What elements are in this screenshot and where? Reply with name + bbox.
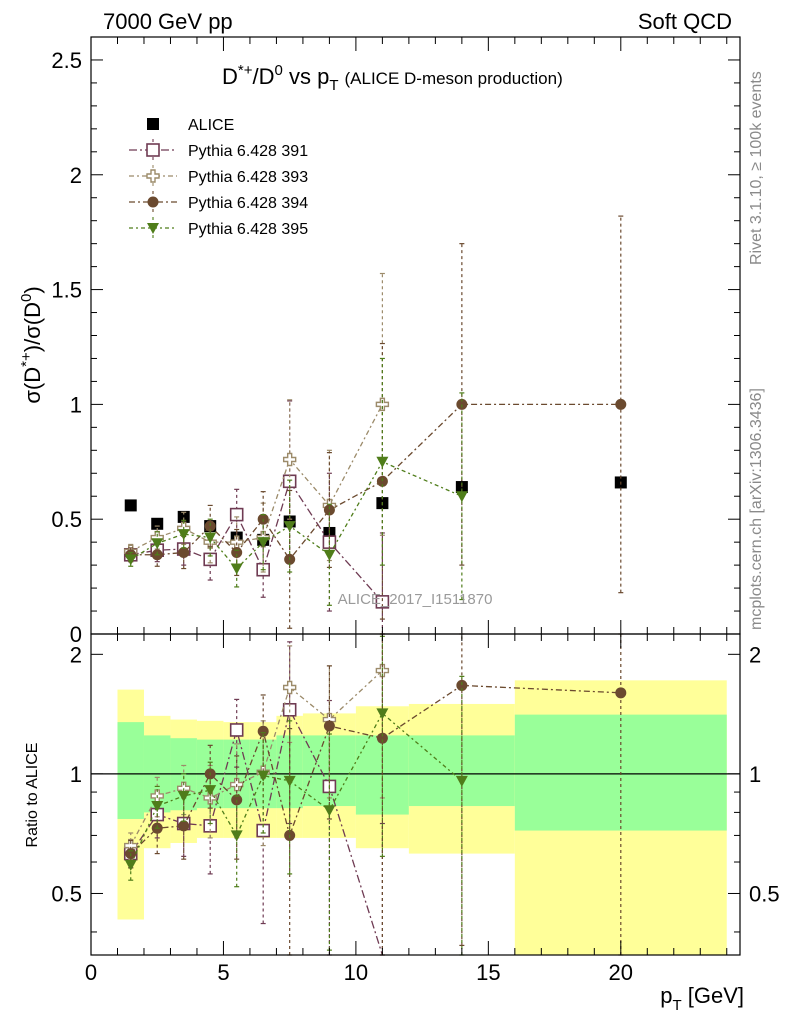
ratio-series-2-point (178, 820, 190, 832)
title-t: T (329, 77, 338, 94)
main-ytick-label: 2 (70, 163, 82, 188)
main-series-3-point (231, 546, 243, 558)
main-ytick-label: 2.5 (51, 48, 82, 73)
legend: ALICE Pythia 6.428 391 Pythia 6.428 393 Pyt… (129, 117, 308, 239)
main-series-3-point (204, 520, 216, 532)
main-series-4-line (130, 460, 463, 570)
legend-label: Pythia 6.428 395 (188, 221, 308, 238)
ratio-series-3-point (151, 801, 164, 813)
analysis-tag: ALICE_2017_I1511870 (338, 591, 493, 608)
ratio-series-2-point (376, 732, 388, 744)
ratio-series-3-point (124, 859, 137, 871)
legend-label: ALICE (188, 117, 234, 134)
ratio-series-3-point (230, 830, 243, 842)
main-series-4-point (455, 491, 468, 503)
main-ytick-label: 0.5 (51, 507, 82, 532)
ratio-series-0-line (130, 707, 384, 956)
main-series-4-point (323, 549, 336, 561)
header-left: 7000 GeV pp (103, 9, 233, 34)
main-series-4-point (257, 537, 270, 549)
main-series-4-point (230, 563, 243, 575)
title-star: *+ (238, 62, 253, 79)
main-series-0-point (124, 499, 137, 512)
legend-marker (146, 143, 160, 157)
ratio-series-2-point (257, 725, 269, 737)
legend-label: Pythia 6.428 393 (188, 169, 308, 186)
ratio-series-2-point (615, 687, 627, 699)
ratio-ytick-label-right: 2 (749, 642, 761, 667)
xtick-label: 20 (609, 960, 633, 985)
legend-marker (146, 169, 160, 183)
ratio-series-3-point (455, 775, 468, 787)
legend-marker (147, 196, 159, 208)
ratio-ytick-label-right: 0.5 (749, 881, 780, 906)
ratio-ylabel: Ratio to ALICE (24, 743, 41, 848)
xtick-label: 15 (476, 960, 500, 985)
ratio-series-3-point (323, 805, 336, 817)
main-series-3-point (178, 546, 190, 558)
ratio-series-3-point (177, 790, 190, 802)
ratio-frame (90, 633, 741, 956)
main-series-4-point (177, 529, 190, 541)
legend-label: Pythia 6.428 391 (188, 143, 308, 160)
main-series-1-point (375, 595, 390, 609)
title-d: D (222, 64, 238, 89)
main-series-4-point (283, 521, 296, 533)
main-series-3-point (615, 398, 627, 410)
main-ytick-label: 1 (70, 392, 82, 417)
title-d0: /D (253, 64, 275, 89)
ratio-series-3-point (204, 785, 217, 797)
ratio-ytick-label: 1 (70, 762, 82, 787)
title-vs: vs p (283, 64, 329, 89)
main-ytick-label: 1.5 (51, 278, 82, 303)
main-series-4-point (124, 554, 137, 566)
main-series-3-point (323, 504, 335, 516)
ratio-ytick-label: 0.5 (51, 881, 82, 906)
main-series-0-point (177, 510, 190, 523)
legend-marker (147, 118, 159, 130)
ratio-series-0-point (229, 723, 244, 737)
main-title: D*+/D0 vs pT (ALICE D-meson production) (222, 62, 563, 94)
main-series-1-point (229, 507, 244, 522)
main-series-4-point (376, 456, 389, 468)
ratio-series-3-point (283, 775, 296, 787)
main-series-4-point (204, 532, 217, 544)
ratio-series-2-line (130, 684, 621, 855)
legend-marker (147, 223, 159, 234)
main-series-4-point (151, 538, 164, 550)
ratio-series-3-line (130, 712, 463, 866)
ratio-ytick-label-right: 1 (749, 762, 761, 787)
main-series-0-point (151, 517, 164, 530)
ratio-series-3-point (257, 770, 270, 782)
ratio-series-1-line (130, 670, 383, 846)
mcplots-label: mcplots.cern.ch [arXiv:1306.3436] (748, 388, 765, 630)
ratio-series-2-point (456, 679, 468, 691)
main-series-3-line (130, 403, 621, 561)
header-right: Soft QCD (638, 9, 732, 34)
x-axis-label: pT [GeV] (660, 983, 744, 1014)
xtick-label: 10 (344, 960, 368, 985)
xtick-label: 0 (85, 960, 97, 985)
xtick-label: 5 (217, 960, 229, 985)
main-series-1-line (130, 479, 383, 603)
title-zero: 0 (275, 62, 283, 79)
ratio-ytick-label: 2 (70, 642, 82, 667)
main-series-2-point (282, 452, 297, 467)
main-series-3-point (456, 398, 468, 410)
rivet-label: Rivet 3.1.10, ≥ 100k events (748, 71, 765, 265)
main-ytick-label: 0 (70, 622, 82, 647)
ratio-panel: 0.5 0.51 12 20 5 10 15 20 (51, 633, 780, 985)
ratio-series-1-point (282, 680, 297, 695)
main-series-2-point (375, 397, 390, 412)
main-ylabel: σ(D*+)/σ(D0) (18, 286, 45, 403)
ratio-series-2-point (323, 720, 335, 732)
ratio-series-3-point (376, 708, 389, 720)
main-panel: 0 0.5 1 1.5 2 2.5 ALICE Pythia 6.428 391 Pythia … (51, 36, 741, 647)
legend-label: Pythia 6.428 394 (188, 195, 308, 212)
main-series-3-point (376, 475, 388, 487)
green-band (117, 722, 144, 819)
title-note: (ALICE D-meson production) (344, 69, 562, 88)
main-series-2-line (130, 404, 383, 552)
